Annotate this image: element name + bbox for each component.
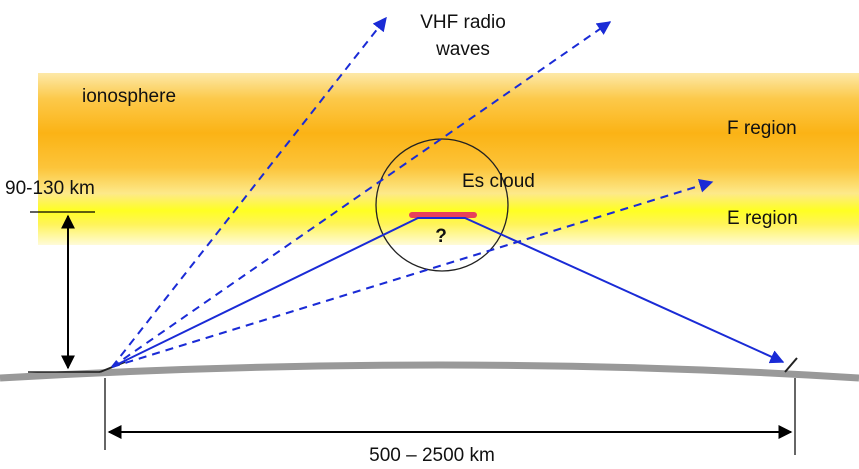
label: VHF radio — [420, 12, 506, 33]
label: 90-130 km — [5, 178, 95, 199]
label: F region — [727, 118, 797, 139]
label: E region — [727, 208, 798, 229]
ray — [111, 21, 612, 368]
antenna — [784, 357, 798, 373]
label: Es cloud — [462, 171, 535, 192]
label: waves — [435, 39, 490, 60]
ground — [0, 361, 859, 382]
reflected-ray — [111, 217, 785, 368]
label: ionosphere — [82, 86, 176, 107]
ray — [111, 179, 714, 368]
es-circle — [375, 138, 509, 272]
label: ? — [435, 226, 447, 247]
ray — [111, 16, 387, 368]
label: 500 – 2500 km — [369, 445, 495, 466]
